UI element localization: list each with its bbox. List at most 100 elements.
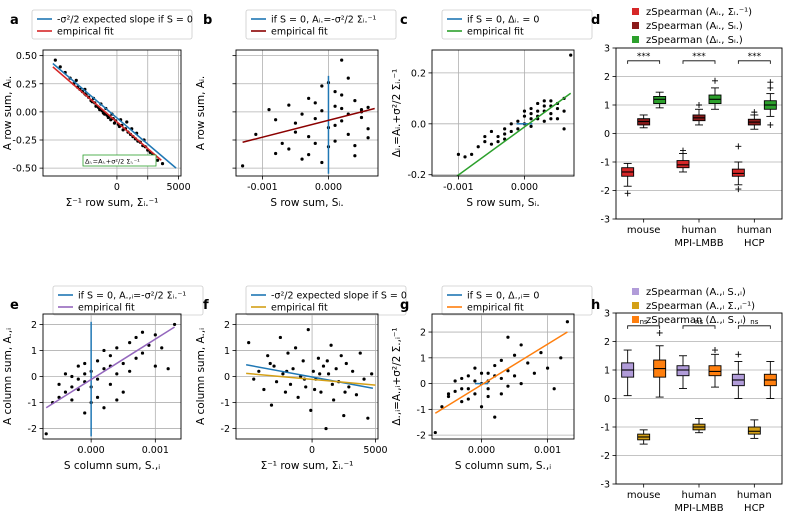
legend-swatch [632,8,639,15]
significance-bracket [682,60,716,64]
box-2 [747,109,761,130]
reference-line [246,364,374,389]
category-label: human [682,225,717,236]
data-point [549,99,553,103]
data-point [479,405,484,409]
y-tick-label: -2 [221,424,230,435]
data-point [269,403,274,407]
y-tick-label: 3 [604,44,610,55]
outlier-marker [735,351,742,358]
data-point [342,413,346,418]
outlier-marker [712,77,718,84]
data-point [503,132,507,136]
data-point [115,398,119,402]
data-point [58,65,62,69]
category-label: HCP [744,503,765,514]
data-point [172,322,177,327]
y-tick-label: 2 [604,337,610,348]
panel-f: f -2 -1 0 1 2 0 5000 Σ⁻¹ row sum, Σᵢ.⁻¹ A column … [195,285,407,472]
y-tick-label: -3 [601,480,610,491]
data-point [125,120,129,124]
legend-frame [31,9,193,40]
box-1 [621,162,635,197]
data-point [433,430,437,435]
data-point [102,367,106,371]
data-point [460,376,464,381]
data-point [470,152,474,156]
data-point [287,147,291,151]
data-point [326,372,331,376]
data-point [115,346,119,350]
data-point [446,392,451,396]
data-point [545,366,550,370]
box-body [676,365,690,377]
data-point [529,112,533,116]
legend-label: if S = 0, Δᵢ. = 0 [467,15,539,26]
x-tick-label: 0.000 [78,445,105,456]
x-axis-label: Σ⁻¹ row sum, Σᵢ.⁻¹ [66,197,159,209]
data-point [344,361,348,366]
data-point [353,144,357,148]
legend-label: if S = 0, Δ.,ᵢ= 0 [467,291,539,302]
legend-swatch [632,36,639,43]
legend-frame [441,285,593,316]
scatter-points [247,328,374,431]
data-point [536,101,540,106]
scatter-points [456,53,573,159]
x-tick-label: 0.001 [534,445,561,456]
y-tick-label: 3 [604,309,610,320]
y-tick-label: 2 [224,320,230,331]
data-point [340,93,344,97]
y-tick-label: 1 [604,101,610,112]
data-point [483,134,487,139]
data-point [486,394,490,399]
legend-label: if S = 0, A.,ᵢ=-σ²/2 Σᵢ.⁻¹ [78,291,186,302]
y-axis-label: A row sum, Aᵢ. [2,76,14,150]
y-axis-label: Δ.,ᵢ=A.,ᵢ+σ²/2 Σ.,ᵢ⁻¹ [391,327,403,425]
significance-bracket [627,60,661,64]
y-tick-label: -1 [601,158,610,169]
data-point [267,108,271,112]
box-body [708,365,722,377]
legend-swatch [632,316,639,323]
data-point [509,122,513,126]
data-point [293,346,298,350]
data-point [301,359,305,363]
data-point [466,387,470,391]
data-point [121,128,125,132]
panel-a: a -0.50 -0.25 0.00 0.25 0.50 0 5000 Σ⁻¹ row sum,… [2,9,193,209]
y-axis-label: A row sum, Aᵢ. [195,76,207,150]
data-point [103,112,107,116]
data-point [108,354,112,358]
plot-frame [615,47,783,220]
data-point [489,129,494,134]
annotation-text: Δᵢ.=Aᵢ.+σ²/2 Σᵢ.⁻¹ [85,158,140,166]
panel-d: d -3 -2 -1 0 1 2 3 mouse *** human MPI-LMBB *** human… [591,7,783,249]
panel-e: e -2 -1 0 1 2 0.000 0.001 S column sum, S.,ᵢ A co… [2,285,204,472]
plot-frame [42,49,182,177]
data-point [140,330,145,334]
data-point [340,119,344,123]
data-point [44,432,48,436]
outlier-marker [656,329,663,336]
significance-bracket [737,325,771,329]
y-tick-label: 0.25 [16,79,37,90]
legend-label: zSpearman (Aᵢ., Σᵢ.⁻¹) [646,7,752,18]
data-point [278,335,282,340]
reference-line [52,62,177,169]
y-tick-label: -0.25 [12,136,37,147]
x-axis-label: Σ⁻¹ row sum, Σᵢ.⁻¹ [261,460,354,472]
x-tick-label: 0 [309,445,315,456]
y-tick-label: 0 [604,129,610,140]
data-point [446,394,451,399]
data-point [274,118,278,122]
data-point [311,369,315,373]
data-point [53,58,57,62]
box-3 [763,361,777,399]
data-point [160,346,164,350]
data-point [353,154,357,158]
data-point [121,390,125,394]
data-point [529,117,533,121]
legend-swatch [632,288,639,295]
